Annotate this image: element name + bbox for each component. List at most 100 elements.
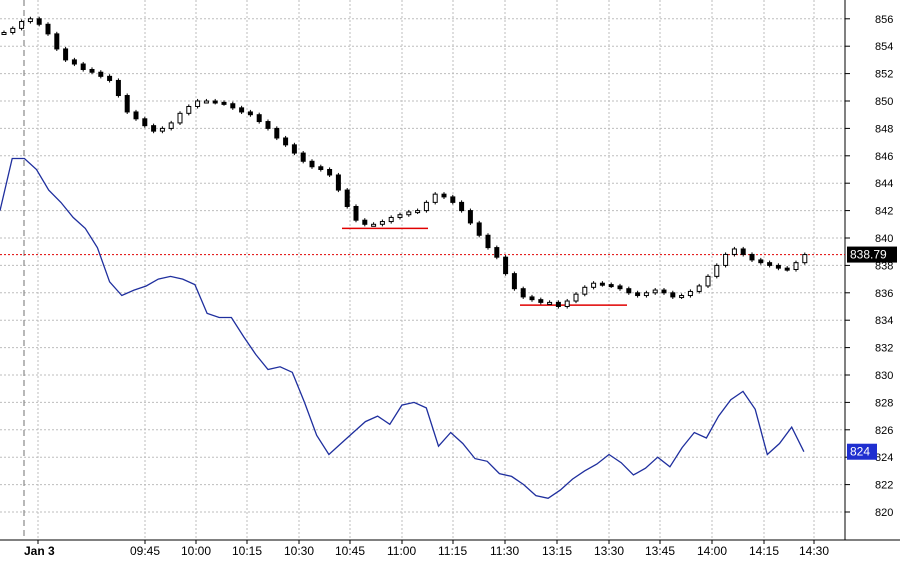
y-tick-label: 842 xyxy=(875,206,893,218)
y-tick-label: 846 xyxy=(875,151,893,163)
candle-body xyxy=(459,201,465,212)
x-tick-label: 14:30 xyxy=(799,544,829,558)
x-tick-label: 10:00 xyxy=(181,544,211,558)
y-tick-label: 838 xyxy=(875,260,893,272)
candle-body xyxy=(406,211,412,216)
y-tick-label: 832 xyxy=(875,343,893,355)
candle-body xyxy=(168,122,174,129)
candle-body xyxy=(186,105,192,114)
candle-body xyxy=(36,18,42,25)
x-tick-label: 13:15 xyxy=(542,544,572,558)
candle-body xyxy=(397,214,403,218)
blue-series-line xyxy=(0,157,805,499)
candle-body xyxy=(661,289,667,294)
candle-body xyxy=(599,282,605,286)
candle-body xyxy=(379,221,385,225)
blue-series-last-label: 824 xyxy=(850,445,870,459)
x-tick-label: 11:00 xyxy=(387,544,416,558)
candle-body xyxy=(423,201,429,212)
x-tick-label: 10:15 xyxy=(232,544,262,558)
candle-body xyxy=(591,282,597,288)
x-tick-label: 10:45 xyxy=(335,544,365,558)
candle-body xyxy=(371,223,377,227)
candle-body xyxy=(283,137,289,146)
candle-body xyxy=(159,127,165,132)
candle-body xyxy=(643,292,649,297)
candle-body xyxy=(115,79,121,97)
y-tick-label: 820 xyxy=(875,507,893,519)
candle-body xyxy=(80,63,86,70)
candle-body xyxy=(388,216,394,223)
y-tick-label: 848 xyxy=(875,123,893,135)
candle-body xyxy=(670,292,676,298)
candle-body xyxy=(450,196,456,203)
candle-body xyxy=(318,166,324,170)
candle-body xyxy=(1,32,7,35)
candle-body xyxy=(652,289,658,294)
x-tick-label: 11:15 xyxy=(438,544,467,558)
candle-body xyxy=(731,248,737,255)
candle-body xyxy=(714,264,720,277)
x-tick-label: 10:30 xyxy=(284,544,314,558)
y-tick-label: 856 xyxy=(875,14,893,26)
candle-body xyxy=(177,112,183,124)
candle-body xyxy=(212,100,218,104)
x-tick-label: 11:30 xyxy=(490,544,519,558)
y-tick-label: 834 xyxy=(875,315,893,327)
y-tick-label: 826 xyxy=(875,425,893,437)
candle-body xyxy=(19,21,25,29)
candle-body xyxy=(89,68,95,73)
candle-body xyxy=(564,300,570,307)
y-tick-label: 824 xyxy=(875,452,893,464)
candle-body xyxy=(740,248,746,255)
candle-body xyxy=(291,144,297,154)
candle-body xyxy=(494,247,500,258)
candle-body xyxy=(124,95,130,113)
candle-body xyxy=(555,301,561,308)
candle-body xyxy=(335,174,341,191)
y-tick-label: 822 xyxy=(875,480,893,492)
candle-body xyxy=(503,256,509,275)
candle-body xyxy=(485,234,491,249)
candle-body xyxy=(775,264,781,269)
candle-body xyxy=(142,118,148,127)
candle-body xyxy=(195,100,201,107)
candle-body xyxy=(696,285,702,292)
candle-body xyxy=(203,100,209,104)
candle-body xyxy=(98,71,104,77)
candle-body xyxy=(784,267,790,271)
candle-body xyxy=(547,301,553,305)
x-tick-label: 14:00 xyxy=(697,544,727,558)
y-tick-label: 840 xyxy=(875,233,893,245)
candle-body xyxy=(344,189,350,207)
blue-series-last-label-bg xyxy=(847,443,877,460)
candle-body xyxy=(107,75,113,81)
candle-body xyxy=(221,101,227,105)
x-tick-label: 13:45 xyxy=(645,544,675,558)
candle-body xyxy=(802,254,808,264)
candle-body xyxy=(511,273,517,290)
candle-body xyxy=(415,210,421,214)
y-tick-label: 830 xyxy=(875,370,893,382)
candle-body xyxy=(362,219,368,225)
candle-body xyxy=(582,286,588,295)
candle-body xyxy=(265,121,271,129)
candle-body xyxy=(687,290,693,297)
candle-body xyxy=(679,295,685,299)
candle-body xyxy=(247,111,253,116)
y-tick-label: 850 xyxy=(875,96,893,108)
candle-body xyxy=(635,292,641,297)
candle-body xyxy=(63,48,69,61)
candle-body xyxy=(45,23,51,35)
x-tick-label: 13:30 xyxy=(594,544,624,558)
candle-body xyxy=(353,205,359,221)
y-tick-label: 852 xyxy=(875,69,893,81)
candle-body xyxy=(617,285,623,290)
x-tick-label: 14:15 xyxy=(749,544,779,558)
candle-body xyxy=(467,210,473,224)
y-tick-label: 828 xyxy=(875,397,893,409)
y-tick-label: 836 xyxy=(875,288,893,300)
